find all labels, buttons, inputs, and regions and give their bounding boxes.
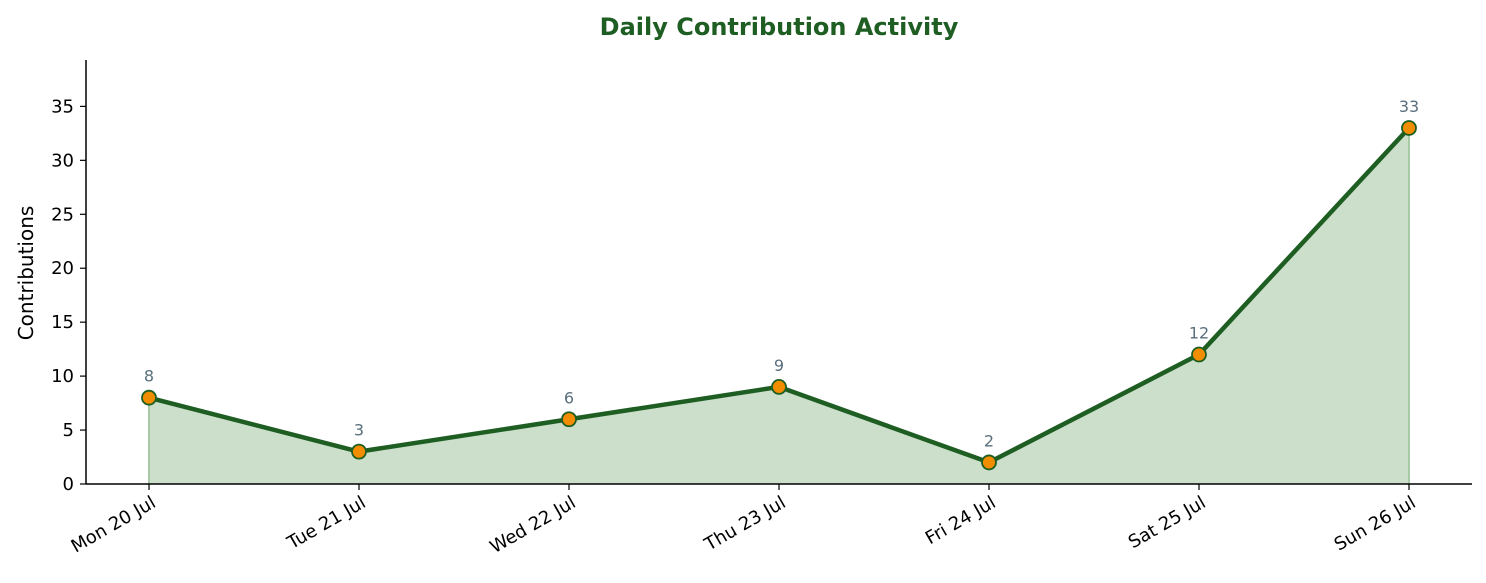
data-label: 33 bbox=[1399, 97, 1419, 116]
x-tick-label: Fri 24 Jul bbox=[922, 492, 1000, 549]
data-label: 2 bbox=[984, 431, 994, 450]
y-tick-label: 15 bbox=[51, 312, 74, 333]
x-tick-label: Thu 23 Jul bbox=[700, 492, 789, 556]
y-tick-label: 35 bbox=[51, 96, 74, 117]
data-point bbox=[351, 443, 367, 460]
plot-area: 0 5 10 15 20 25 30 35 Mon 20 Jul Tue 21 Jul Wed 22… bbox=[51, 60, 1472, 558]
data-point bbox=[771, 379, 787, 395]
data-point bbox=[981, 454, 997, 471]
x-tick-label: Sat 25 Jul bbox=[1125, 492, 1210, 553]
y-tick-label: 10 bbox=[51, 366, 74, 387]
y-tick-label: 5 bbox=[63, 420, 74, 441]
data-label: 6 bbox=[564, 388, 574, 407]
area-fill bbox=[149, 127, 1409, 484]
x-tick-label: Tue 21 Jul bbox=[283, 492, 370, 554]
data-point bbox=[1401, 120, 1417, 136]
data-point bbox=[141, 389, 157, 406]
data-point bbox=[561, 411, 577, 428]
chart-title: Daily Contribution Activity bbox=[600, 13, 959, 41]
data-point bbox=[1191, 346, 1207, 363]
x-tick-label: Sun 26 Jul bbox=[1331, 492, 1420, 555]
y-tick-label: 20 bbox=[51, 258, 74, 279]
data-label: 9 bbox=[774, 356, 784, 375]
data-label: 3 bbox=[354, 421, 364, 440]
y-tick-label: 25 bbox=[51, 204, 74, 225]
data-label: 12 bbox=[1189, 324, 1209, 343]
y-axis-label: Contributions bbox=[14, 206, 38, 341]
x-tick-label: Mon 20 Jul bbox=[68, 492, 160, 557]
x-tick-label: Wed 22 Jul bbox=[486, 492, 579, 558]
data-label: 8 bbox=[144, 367, 154, 386]
y-tick-label: 30 bbox=[51, 150, 74, 171]
y-tick-label: 0 bbox=[63, 474, 74, 495]
